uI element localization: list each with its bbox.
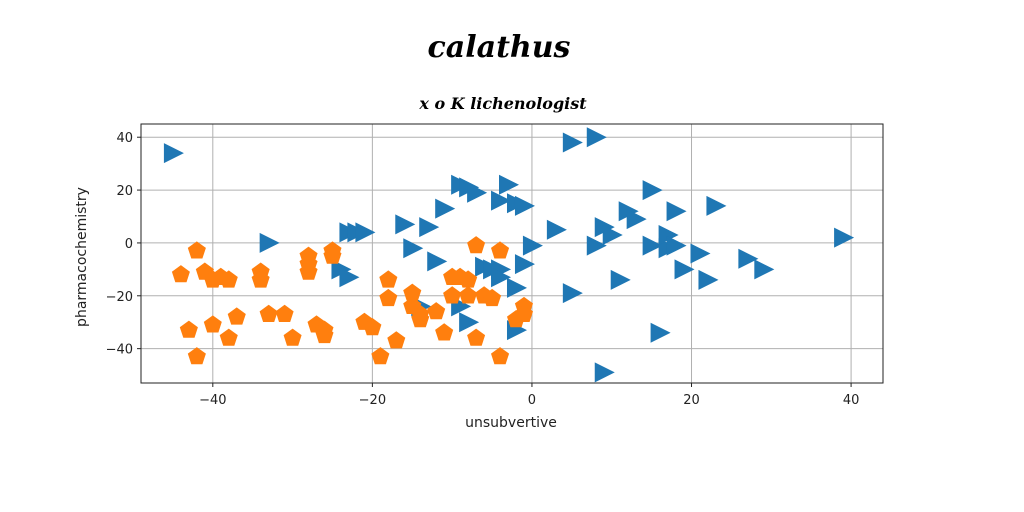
- pentagon-point: [315, 325, 334, 344]
- pentagon-point: [219, 270, 238, 288]
- pentagon-point: [514, 304, 533, 322]
- triangle-point: [586, 127, 607, 148]
- pentagon-point: [219, 328, 238, 346]
- triangle-point: [706, 195, 727, 216]
- pentagon-point: [323, 246, 342, 264]
- triangle-point: [355, 222, 376, 243]
- triangle-point: [459, 312, 480, 333]
- pentagon-point: [171, 265, 190, 283]
- y-tick-label: 20: [116, 184, 133, 199]
- y-tick-label: −40: [106, 343, 133, 358]
- triangle-point: [610, 269, 631, 290]
- data-points: [163, 127, 855, 383]
- y-tick-label: 40: [116, 131, 133, 146]
- triangle-point: [642, 235, 663, 256]
- pentagon-point: [283, 328, 302, 346]
- pentagon-point: [251, 270, 270, 288]
- chart-subtitle: x o K lichenologist: [418, 94, 587, 113]
- pentagon-point: [187, 241, 206, 259]
- triangle-point: [514, 195, 535, 216]
- pentagon-point: [179, 320, 198, 338]
- triangle-point: [650, 322, 671, 343]
- triangle-point: [674, 259, 695, 280]
- triangle-point: [427, 251, 448, 272]
- y-axis-label: pharmacochemistry: [74, 187, 90, 327]
- triangle-point: [259, 232, 280, 253]
- triangle-point: [506, 277, 527, 298]
- triangle-point: [419, 217, 440, 238]
- x-tick-label: −20: [359, 393, 386, 408]
- triangle-point: [514, 254, 535, 275]
- triangle-point: [586, 235, 607, 256]
- triangle-point: [754, 259, 775, 280]
- chart-title: calathus: [428, 30, 571, 65]
- triangle-point: [339, 267, 360, 288]
- triangle-point: [626, 209, 647, 230]
- triangle-point: [690, 243, 711, 264]
- pentagon-point: [299, 262, 318, 280]
- triangle-point: [546, 219, 567, 240]
- triangle-point: [698, 269, 719, 290]
- plot-frame: [140, 123, 884, 384]
- triangle-point: [467, 182, 488, 203]
- pentagon-point: [275, 304, 294, 322]
- x-tick-label: 40: [843, 393, 860, 408]
- pentagon-point: [379, 288, 398, 307]
- triangle-point: [658, 225, 679, 245]
- triangle-point: [163, 143, 184, 164]
- triangle-point: [738, 248, 759, 269]
- triangle-point: [522, 235, 543, 256]
- pentagon-point: [491, 347, 510, 365]
- triangle-point: [491, 267, 512, 288]
- triangle-point: [403, 238, 424, 259]
- series-0: [163, 127, 855, 383]
- pentagon-point: [259, 304, 278, 322]
- grid: [141, 124, 883, 383]
- triangle-point: [594, 362, 615, 383]
- triangle-point: [562, 283, 583, 304]
- triangle-point: [602, 225, 623, 245]
- triangle-point: [499, 174, 520, 195]
- triangle-point: [666, 201, 687, 222]
- triangle-point: [491, 190, 512, 211]
- x-tick-label: 0: [528, 393, 536, 408]
- pentagon-point: [403, 283, 422, 301]
- pentagon-point: [459, 270, 478, 288]
- pentagon-point: [483, 288, 502, 307]
- triangle-point: [642, 180, 663, 201]
- x-tick-label: 20: [683, 393, 700, 408]
- triangle-point: [666, 235, 687, 256]
- pentagon-point: [435, 323, 454, 341]
- triangle-point: [435, 198, 456, 219]
- pentagon-point: [467, 328, 486, 346]
- pentagon-point: [467, 236, 486, 254]
- pentagon-point: [427, 302, 446, 320]
- pentagon-point: [411, 310, 430, 328]
- triangle-point: [562, 132, 583, 153]
- pentagon-point: [227, 307, 246, 325]
- series-1: [171, 236, 533, 365]
- triangle-point: [395, 214, 416, 235]
- y-tick-label: 0: [125, 237, 133, 252]
- y-tick-label: −20: [106, 290, 133, 305]
- pentagon-point: [443, 286, 462, 304]
- pentagon-point: [187, 347, 206, 365]
- pentagon-point: [387, 331, 406, 349]
- pentagon-point: [379, 270, 398, 288]
- pentagon-point: [491, 241, 510, 259]
- axis-ticks: −40 −20 0 20 40 −40 −20 0 20 40: [106, 131, 860, 408]
- pentagon-point: [371, 347, 390, 365]
- x-axis-label: unsubvertive: [465, 415, 557, 431]
- triangle-point: [834, 227, 855, 248]
- x-tick-label: −40: [199, 393, 226, 408]
- pentagon-point: [363, 318, 382, 336]
- pentagon-point: [459, 286, 478, 304]
- pentagon-point: [203, 315, 222, 333]
